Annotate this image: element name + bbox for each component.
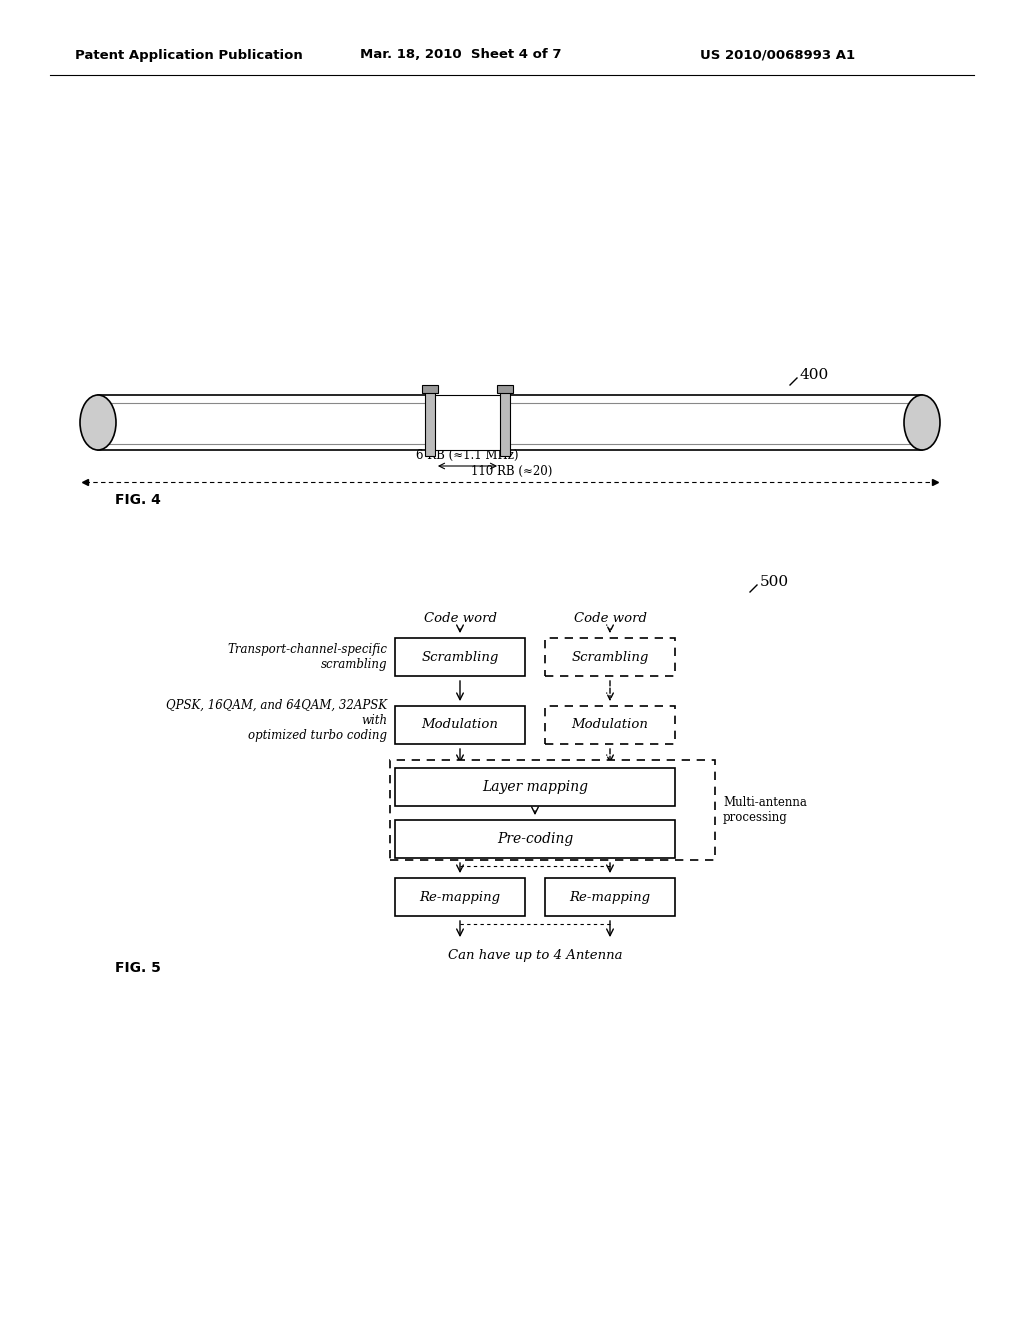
- Text: Code word: Code word: [573, 611, 646, 624]
- Bar: [395, 878, 525, 916]
- Text: Re-mapping: Re-mapping: [420, 891, 501, 903]
- Bar: [500, 389, 510, 455]
- Text: 110 RB (≈20): 110 RB (≈20): [471, 465, 553, 478]
- Text: Transport-channel-specific
scrambling: Transport-channel-specific scrambling: [227, 643, 387, 671]
- Text: 500: 500: [760, 576, 790, 589]
- Bar: [98, 395, 922, 450]
- Text: QPSK, 16QAM, and 64QAM, 32APSK
with
optimized turbo coding: QPSK, 16QAM, and 64QAM, 32APSK with opti…: [166, 698, 387, 742]
- Text: Modulation: Modulation: [571, 718, 648, 731]
- Bar: [422, 385, 438, 393]
- Bar: [390, 760, 715, 861]
- Text: Mar. 18, 2010  Sheet 4 of 7: Mar. 18, 2010 Sheet 4 of 7: [360, 49, 561, 62]
- Text: FIG. 4: FIG. 4: [115, 492, 161, 507]
- Ellipse shape: [904, 395, 940, 450]
- Bar: [425, 389, 435, 455]
- Bar: [545, 878, 675, 916]
- Text: 6 RB (≈1.1 MHz): 6 RB (≈1.1 MHz): [416, 449, 519, 462]
- Bar: [435, 393, 500, 451]
- Ellipse shape: [80, 395, 116, 450]
- Text: Scrambling: Scrambling: [571, 651, 648, 664]
- Text: FIG. 5: FIG. 5: [115, 961, 161, 975]
- Bar: [497, 385, 513, 393]
- Bar: [395, 768, 675, 807]
- Text: Modulation: Modulation: [422, 718, 499, 731]
- Bar: [395, 638, 525, 676]
- Text: US 2010/0068993 A1: US 2010/0068993 A1: [700, 49, 855, 62]
- Text: Code word: Code word: [424, 611, 497, 624]
- Bar: [545, 638, 675, 676]
- Text: Multi-antenna
processing: Multi-antenna processing: [723, 796, 807, 824]
- Bar: [395, 706, 525, 744]
- Text: 400: 400: [800, 368, 829, 381]
- Text: Scrambling: Scrambling: [421, 651, 499, 664]
- Text: Re-mapping: Re-mapping: [569, 891, 650, 903]
- Bar: [545, 706, 675, 744]
- Text: Can have up to 4 Antenna: Can have up to 4 Antenna: [447, 949, 623, 961]
- Text: Layer mapping: Layer mapping: [482, 780, 588, 795]
- Bar: [395, 820, 675, 858]
- Text: Patent Application Publication: Patent Application Publication: [75, 49, 303, 62]
- Text: Pre-coding: Pre-coding: [497, 832, 573, 846]
